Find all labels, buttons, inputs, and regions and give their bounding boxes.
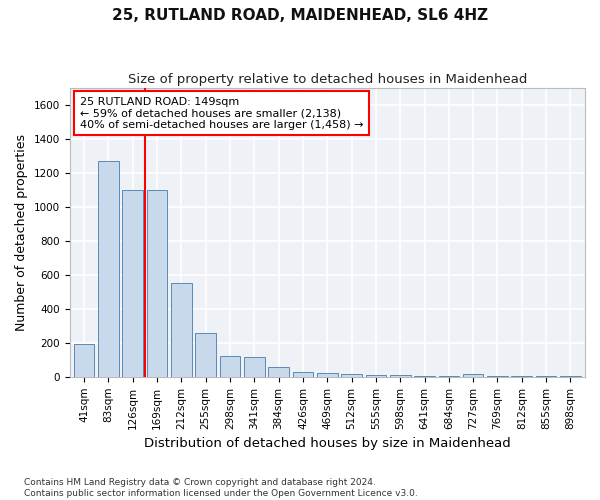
Bar bbox=[268, 368, 289, 377]
Y-axis label: Number of detached properties: Number of detached properties bbox=[15, 134, 28, 331]
Bar bbox=[293, 372, 313, 377]
Bar bbox=[122, 190, 143, 377]
Text: Contains HM Land Registry data © Crown copyright and database right 2024.
Contai: Contains HM Land Registry data © Crown c… bbox=[24, 478, 418, 498]
Bar bbox=[463, 374, 484, 377]
Bar bbox=[341, 374, 362, 377]
Bar bbox=[74, 344, 94, 377]
Bar bbox=[98, 161, 119, 377]
Text: 25, RUTLAND ROAD, MAIDENHEAD, SL6 4HZ: 25, RUTLAND ROAD, MAIDENHEAD, SL6 4HZ bbox=[112, 8, 488, 22]
Bar bbox=[220, 356, 241, 377]
Bar bbox=[365, 375, 386, 377]
Bar bbox=[317, 374, 338, 377]
Bar bbox=[196, 332, 216, 377]
Bar bbox=[390, 376, 410, 377]
Bar bbox=[171, 284, 192, 377]
Bar bbox=[244, 358, 265, 377]
Bar bbox=[147, 190, 167, 377]
X-axis label: Distribution of detached houses by size in Maidenhead: Distribution of detached houses by size … bbox=[144, 437, 511, 450]
Text: 25 RUTLAND ROAD: 149sqm
← 59% of detached houses are smaller (2,138)
40% of semi: 25 RUTLAND ROAD: 149sqm ← 59% of detache… bbox=[80, 96, 364, 130]
Title: Size of property relative to detached houses in Maidenhead: Size of property relative to detached ho… bbox=[128, 72, 527, 86]
